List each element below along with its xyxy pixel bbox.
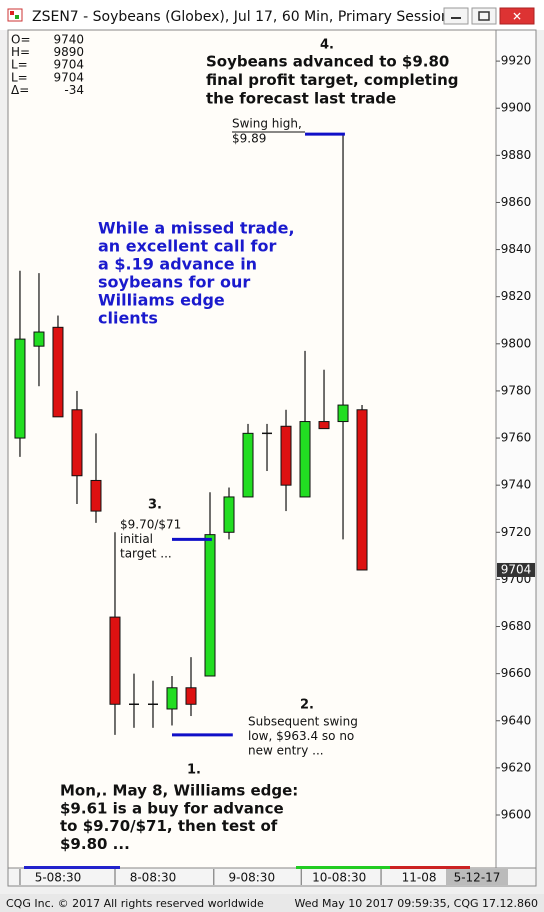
candle-body	[356, 409, 368, 571]
stat-value: 9704	[53, 58, 84, 72]
annotation: $9.89	[232, 132, 266, 146]
candle-body	[242, 432, 254, 498]
annotation: new entry ...	[248, 744, 324, 758]
annotation: 2.	[300, 698, 314, 713]
annotation: to $9.70/$71, then test of	[60, 817, 278, 835]
candle-body	[337, 404, 349, 423]
candle-body	[90, 479, 102, 512]
annotation: an excellent call for	[98, 237, 276, 256]
y-tick-label: 9820	[501, 289, 532, 303]
annotation: target ...	[120, 547, 172, 561]
session-strip	[24, 866, 120, 869]
annotation: $9.61 is a buy for advance	[60, 799, 284, 817]
candle-body	[71, 409, 83, 477]
session-strip	[390, 866, 470, 869]
candle-body	[33, 331, 45, 347]
date-box	[446, 869, 508, 885]
y-tick-label: 9840	[501, 242, 532, 256]
annotation: the forecast last trade	[206, 90, 396, 108]
stat-value: 9740	[53, 33, 84, 47]
candle-body	[318, 421, 330, 430]
app-icon-part	[10, 11, 14, 15]
minimize-button[interactable]	[443, 7, 469, 25]
candle-body	[299, 421, 311, 498]
candle-body	[223, 496, 235, 533]
annotation: Williams edge	[98, 291, 225, 310]
annotation: 1.	[187, 763, 201, 778]
annotation: clients	[98, 309, 158, 328]
current-price-box	[497, 562, 535, 577]
annotation: a $.19 advance in	[98, 255, 257, 274]
annotation: Subsequent swing	[248, 715, 358, 729]
footer-right: Wed May 10 2017 09:59:35, CQG 17.12.860	[295, 897, 538, 910]
annotation: soybeans for our	[98, 273, 250, 292]
stat-label: L=	[11, 58, 28, 72]
annotation: 3.	[148, 498, 162, 513]
y-tick-label: 9760	[501, 431, 532, 445]
annotation: While a missed trade,	[98, 219, 295, 238]
y-tick-label: 9640	[501, 713, 532, 727]
y-tick-label: 9620	[501, 760, 532, 774]
y-tick-label: 9800	[501, 336, 532, 350]
footer-left: CQG Inc. © 2017 All rights reserved worl…	[6, 897, 264, 910]
annotation: Mon,. May 8, Williams edge:	[60, 782, 298, 800]
stat-label: Δ=	[11, 83, 29, 97]
annotation: initial	[120, 532, 153, 546]
annotation: low, $963.4 so no	[248, 729, 354, 743]
current-price-label: 9704	[501, 562, 532, 576]
annotation: Swing high,	[232, 117, 302, 131]
y-tick-label: 9900	[501, 101, 532, 115]
y-tick-label: 9780	[501, 383, 532, 397]
annotation: final profit target, completing	[206, 71, 459, 89]
candle-body	[109, 616, 121, 705]
candle-body	[52, 326, 64, 418]
x-tick-label: 10-08:30	[312, 871, 366, 885]
candle-body	[166, 687, 178, 710]
annotation: $9.70/$71	[120, 518, 181, 532]
window-title: ZSEN7 - Soybeans (Globex), Jul 17, 60 Mi…	[32, 9, 450, 25]
x-tick-label: 9-08:30	[229, 871, 276, 885]
maximize-icon	[478, 11, 490, 21]
status-bar	[0, 894, 544, 912]
annotation: Soybeans advanced to $9.80	[206, 53, 449, 71]
candle-body	[14, 338, 26, 439]
stat-label: O=	[11, 33, 31, 47]
date-label: 5-12-17	[454, 871, 501, 885]
x-tick-label: 11-08	[402, 871, 437, 885]
y-tick-label: 9860	[501, 195, 532, 209]
stat-value: 9704	[53, 70, 84, 84]
candle-body	[204, 534, 216, 677]
stat-value: 9890	[53, 45, 84, 59]
y-tick-label: 9600	[501, 807, 532, 821]
annotation: 4.	[320, 38, 334, 53]
y-tick-label: 9720	[501, 525, 532, 539]
annotation: $9.80 ...	[60, 835, 130, 853]
x-tick-label: 8-08:30	[130, 871, 177, 885]
session-strip	[296, 866, 390, 869]
y-tick-label: 9660	[501, 666, 532, 680]
y-tick-label: 9880	[501, 148, 532, 162]
stat-value: -34	[64, 83, 84, 97]
time-axis	[7, 867, 537, 887]
y-tick-label: 9680	[501, 619, 532, 633]
app-icon-part	[15, 15, 19, 19]
x-tick-label: 5-08:30	[35, 871, 82, 885]
close-icon: ✕	[512, 10, 522, 24]
stat-label: L=	[11, 70, 28, 84]
close-button[interactable]	[499, 7, 535, 25]
y-tick-label: 9740	[501, 478, 532, 492]
stat-label: H=	[11, 45, 30, 59]
y-tick-label: 9920	[501, 54, 532, 68]
candle-body	[280, 425, 292, 486]
candle-body	[185, 687, 197, 705]
maximize-button[interactable]	[471, 7, 497, 25]
